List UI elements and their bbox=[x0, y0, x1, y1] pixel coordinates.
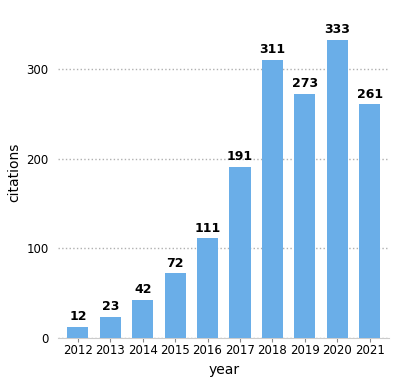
Text: 12: 12 bbox=[69, 310, 87, 323]
Bar bbox=[67, 327, 88, 338]
Text: 333: 333 bbox=[324, 23, 350, 36]
Bar bbox=[165, 273, 186, 338]
Text: 191: 191 bbox=[227, 150, 253, 163]
Bar bbox=[327, 40, 348, 338]
Text: 261: 261 bbox=[356, 88, 383, 101]
Bar bbox=[359, 104, 380, 338]
Text: 42: 42 bbox=[134, 283, 152, 296]
Bar bbox=[100, 317, 121, 338]
Text: 72: 72 bbox=[166, 257, 184, 270]
Text: 23: 23 bbox=[102, 300, 119, 313]
X-axis label: year: year bbox=[208, 363, 239, 377]
Bar bbox=[229, 167, 251, 338]
Bar bbox=[262, 60, 283, 338]
Bar bbox=[132, 300, 153, 338]
Y-axis label: citations: citations bbox=[7, 142, 21, 202]
Text: 311: 311 bbox=[259, 43, 286, 56]
Text: 273: 273 bbox=[292, 77, 318, 90]
Text: 111: 111 bbox=[194, 222, 221, 235]
Bar bbox=[197, 238, 218, 338]
Bar bbox=[294, 94, 315, 338]
